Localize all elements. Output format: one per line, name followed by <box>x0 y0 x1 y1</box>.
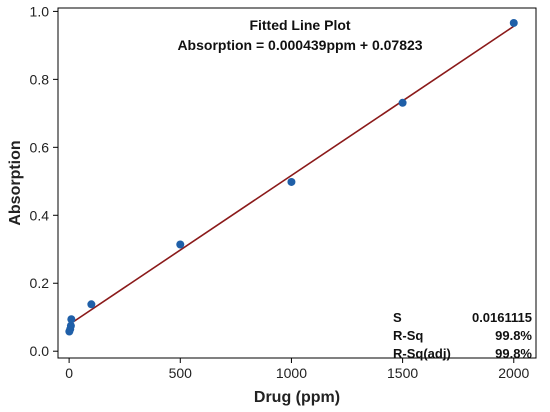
stat-label: R-Sq(adj) <box>393 346 451 361</box>
x-tick-label: 0 <box>65 365 73 381</box>
y-tick-label: 1.0 <box>30 3 50 19</box>
x-tick-label: 500 <box>169 365 193 381</box>
chart-equation: Absorption = 0.000439ppm + 0.07823 <box>177 37 422 53</box>
data-point <box>398 98 407 107</box>
data-point <box>287 177 296 186</box>
data-point <box>176 240 185 249</box>
stat-label: R-Sq <box>393 328 423 343</box>
stat-label: S <box>393 310 402 325</box>
regression-stats-table: S 0.0161115 R-Sq 99.8% R-Sq(adj) 99.8% <box>393 310 532 361</box>
data-points <box>65 18 518 336</box>
data-point <box>509 18 518 27</box>
stat-value: 99.8% <box>495 328 532 343</box>
plot-area <box>57 7 537 359</box>
fitted-regression-line <box>68 25 515 326</box>
data-point <box>87 300 96 309</box>
y-axis: 0.0 0.2 0.4 0.6 0.8 1.0 <box>30 3 58 359</box>
x-axis-title: Drug (ppm) <box>254 389 340 406</box>
y-tick-label: 0.6 <box>30 139 50 155</box>
data-point <box>67 315 76 324</box>
y-tick-label: 0.0 <box>30 343 50 359</box>
chart-title: Fitted Line Plot <box>249 17 350 33</box>
stat-value: 0.0161115 <box>472 310 532 325</box>
y-tick-label: 0.8 <box>30 71 50 87</box>
y-axis-title: Absorption <box>7 140 24 225</box>
x-tick-label: 2000 <box>498 365 529 381</box>
x-tick-label: 1000 <box>276 365 307 381</box>
data-point <box>66 321 75 330</box>
y-tick-label: 0.4 <box>30 207 50 223</box>
x-tick-label: 1500 <box>387 365 418 381</box>
stat-value: 99.8% <box>495 346 532 361</box>
x-axis: 0 500 1000 1500 2000 <box>65 358 530 381</box>
y-tick-label: 0.2 <box>30 275 50 291</box>
